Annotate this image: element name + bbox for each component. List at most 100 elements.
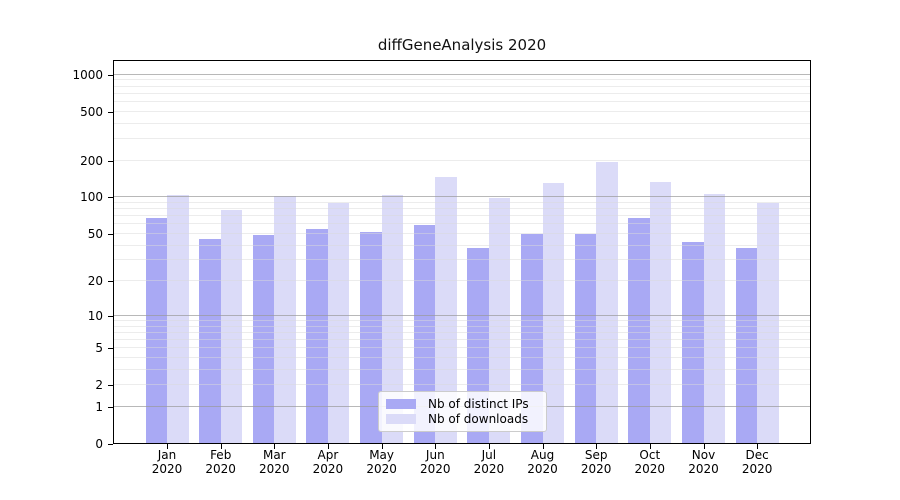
x-tick-label-dec: Dec 2020 <box>730 448 784 476</box>
bar-distinct-ips-may <box>360 231 382 443</box>
bar-distinct-ips-sep <box>574 233 597 443</box>
legend-row-distinct-ips: Nb of distinct IPs <box>386 397 538 411</box>
x-tick-mark-aug <box>542 444 544 449</box>
chart-title: diffGeneAnalysis 2020 <box>377 36 547 54</box>
x-tick-mark-apr <box>327 444 329 449</box>
gridline-minor-700 <box>114 92 810 94</box>
x-tick-mark-oct <box>649 444 651 449</box>
x-tick-mark-feb <box>220 444 222 449</box>
gridline-minor-5 <box>114 347 810 349</box>
y-tick-mark-2 <box>108 385 113 387</box>
x-tick-mark-may <box>381 444 383 449</box>
gridline-minor-300 <box>114 137 810 139</box>
x-tick-year: 2020 <box>688 462 719 476</box>
y-tick-label-1: 1 <box>95 399 103 414</box>
y-tick-mark-5 <box>108 348 113 350</box>
x-tick-year: 2020 <box>580 462 612 476</box>
x-tick-year: 2020 <box>366 462 397 476</box>
x-tick-mark-jul <box>488 444 490 449</box>
bar-downloads-oct <box>649 182 672 443</box>
x-tick-year: 2020 <box>741 462 773 476</box>
x-tick-label-jun: Jun 2020 <box>408 448 462 476</box>
x-tick-year: 2020 <box>527 462 558 476</box>
bar-downloads-dec <box>757 202 779 443</box>
gridline-major-100 <box>114 196 810 198</box>
gridline-minor-7 <box>114 331 810 333</box>
x-tick-label-oct: Oct 2020 <box>623 448 677 476</box>
x-tick-month: Aug <box>530 448 555 462</box>
x-tick-month: Oct <box>639 448 661 462</box>
x-tick-label-mar: Mar 2020 <box>247 448 301 476</box>
gridline-minor-90 <box>114 201 810 203</box>
x-tick-year: 2020 <box>473 462 505 476</box>
legend-row-downloads: Nb of downloads <box>386 412 538 426</box>
y-tick-mark-500 <box>108 111 113 113</box>
bar-downloads-jun <box>435 177 457 443</box>
gridline-minor-50 <box>114 232 810 234</box>
x-tick-month: May <box>369 448 394 462</box>
x-tick-label-jan: Jan 2020 <box>140 448 194 476</box>
y-tick-mark-1 <box>108 406 113 408</box>
x-tick-label-jul: Jul 2020 <box>462 448 516 476</box>
bar-distinct-ips-jan <box>145 217 167 443</box>
y-tick-mark-20 <box>108 281 113 283</box>
x-tick-label-may: May 2020 <box>355 448 409 476</box>
legend-label-distinct-ips: Nb of distinct IPs <box>428 397 529 411</box>
bar-downloads-may <box>381 194 404 443</box>
bar-distinct-ips-dec <box>735 248 758 443</box>
legend: Nb of distinct IPs Nb of downloads <box>378 391 547 432</box>
gridline-minor-200 <box>114 159 810 161</box>
x-tick-year: 2020 <box>205 462 236 476</box>
legend-swatch-downloads <box>386 414 416 424</box>
x-tick-month: Jun <box>425 448 445 462</box>
x-tick-year: 2020 <box>151 462 183 476</box>
y-tick-label-200: 200 <box>80 153 103 168</box>
bar-distinct-ips-nov <box>682 241 704 443</box>
y-tick-mark-0 <box>108 444 113 445</box>
x-tick-mark-dec <box>757 444 759 449</box>
gridline-minor-2 <box>114 384 810 386</box>
gridline-minor-20 <box>114 280 810 282</box>
x-tick-label-apr: Apr 2020 <box>301 448 355 476</box>
x-tick-month: Mar <box>262 448 286 462</box>
x-tick-mark-nov <box>703 444 705 449</box>
x-tick-mark-jan <box>167 444 168 449</box>
y-tick-mark-50 <box>108 233 113 235</box>
y-tick-label-2: 2 <box>95 378 103 393</box>
x-tick-label-aug: Aug 2020 <box>516 448 570 476</box>
x-tick-label-nov: Nov 2020 <box>677 448 731 476</box>
y-tick-mark-200 <box>108 160 113 162</box>
y-tick-label-1000: 1000 <box>72 67 103 82</box>
bar-distinct-ips-mar <box>252 234 275 443</box>
x-tick-month: Dec <box>745 448 769 462</box>
gridline-minor-900 <box>114 79 810 81</box>
bar-downloads-aug <box>542 183 565 443</box>
x-tick-label-sep: Sep 2020 <box>569 448 623 476</box>
gridline-minor-800 <box>114 85 810 87</box>
y-tick-mark-1000 <box>108 74 113 76</box>
gridline-minor-30 <box>114 259 810 261</box>
x-tick-month: Jan <box>157 448 177 462</box>
gridline-minor-3 <box>114 368 810 370</box>
y-tick-label-10: 10 <box>87 308 103 323</box>
x-tick-year: 2020 <box>420 462 451 476</box>
gridline-minor-80 <box>114 208 810 210</box>
bar-downloads-sep <box>596 162 618 443</box>
x-tick-month: Apr <box>317 448 339 462</box>
bar-downloads-nov <box>703 193 725 443</box>
gridline-minor-70 <box>114 215 810 217</box>
x-tick-year: 2020 <box>634 462 666 476</box>
legend-label-downloads: Nb of downloads <box>428 412 529 426</box>
y-tick-label-5: 5 <box>95 341 103 356</box>
x-tick-year: 2020 <box>259 462 290 476</box>
y-tick-label-50: 50 <box>87 226 103 241</box>
bar-downloads-jan <box>167 194 189 443</box>
bar-downloads-apr <box>327 202 350 443</box>
x-tick-month: Jul <box>481 448 497 462</box>
gridline-minor-6 <box>114 339 810 340</box>
y-tick-label-100: 100 <box>80 190 103 205</box>
bar-distinct-ips-apr <box>306 228 328 443</box>
y-tick-mark-10 <box>108 315 113 317</box>
gridline-minor-600 <box>114 100 810 102</box>
x-tick-mark-jun <box>435 444 437 449</box>
